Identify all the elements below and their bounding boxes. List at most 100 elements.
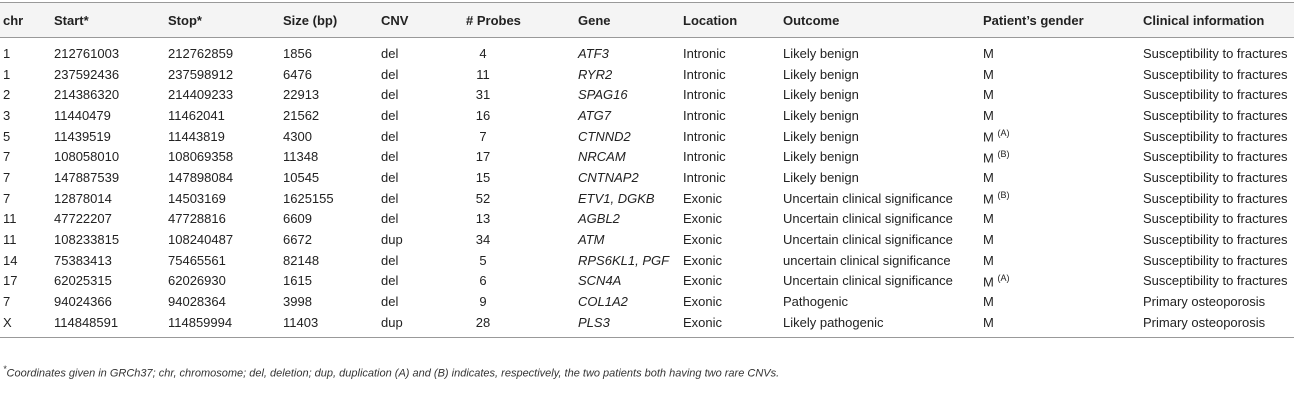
gender-text: M: [983, 129, 994, 145]
gender-text: M: [983, 314, 994, 330]
table-row: X 114848591 114859994 11403 dup 28 PLS3 Exonic L…: [0, 311, 1294, 338]
gender-text: M: [983, 87, 994, 103]
cell-clinical: Susceptibility to fractures: [1143, 211, 1288, 227]
gender-text: M: [983, 149, 994, 165]
cell-clinical: Susceptibility to fractures: [1143, 45, 1288, 61]
gender-text: M: [983, 107, 994, 123]
cell-probes: 13: [475, 211, 491, 227]
cell-cnv: del: [381, 273, 399, 289]
cell-stop: 214409233: [168, 87, 234, 103]
cell-gene: SPAG16: [578, 87, 628, 103]
cell-outcome: Uncertain clinical significance: [783, 211, 953, 227]
header-row: chr Start* Stop* Size (bp) CNV # Probes Gene Lo…: [0, 2, 1294, 38]
table-row: 7 108058010 108069358 11348 del 17 NRCAM Intron…: [0, 146, 1294, 167]
cell-gender: M (B): [980, 188, 1140, 209]
cell-gender: M: [980, 38, 1140, 64]
cell-location: Intronic: [683, 45, 726, 61]
cell-outcome: Likely benign: [783, 45, 859, 61]
cell-location: Intronic: [683, 87, 726, 103]
cell-chr: 14: [3, 252, 18, 268]
cell-probes: 52: [475, 190, 491, 206]
cell-gene: ETV1, DGKB: [578, 190, 655, 206]
table-row: 1 212761003 212762859 1856 del 4 ATF3 Intronic L…: [0, 38, 1294, 64]
cell-cnv: del: [381, 294, 399, 310]
cell-start: 94024366: [54, 294, 112, 310]
cell-chr: 7: [3, 190, 11, 206]
gender-note: (A): [997, 127, 1010, 138]
cell-clinical: Susceptibility to fractures: [1143, 107, 1288, 123]
cell-chr: 17: [3, 273, 18, 289]
footnote-marker: *: [3, 364, 7, 374]
cell-clinical: Susceptibility to fractures: [1143, 128, 1288, 144]
cell-cnv: del: [381, 107, 399, 123]
cell-stop: 62026930: [168, 273, 226, 289]
cell-outcome: Likely benign: [783, 87, 859, 103]
gender-note: (B): [997, 189, 1010, 200]
cell-probes: 4: [479, 45, 487, 61]
cell-location: Exonic: [683, 211, 723, 227]
cell-cnv: del: [381, 169, 399, 185]
column-header: Gene: [575, 2, 680, 38]
cell-start: 12878014: [54, 190, 112, 206]
table-row: 3 11440479 11462041 21562 del 16 ATG7 Intronic L…: [0, 105, 1294, 126]
cell-cnv: dup: [381, 232, 403, 248]
cell-probes: 9: [479, 294, 487, 310]
cell-outcome: Likely benign: [783, 128, 859, 144]
cell-clinical: Susceptibility to fractures: [1143, 273, 1288, 289]
cell-location: Exonic: [683, 294, 723, 310]
cell-gender: M: [980, 105, 1140, 126]
cell-gender: M (B): [980, 146, 1140, 167]
cell-chr: 3: [3, 107, 11, 123]
cell-probes: 5: [479, 252, 487, 268]
gender-text: M: [983, 66, 994, 82]
cell-start: 214386320: [54, 87, 120, 103]
cell-location: Exonic: [683, 273, 723, 289]
table-body: 1 212761003 212762859 1856 del 4 ATF3 Intronic L…: [0, 38, 1294, 338]
cell-gene: ATF3: [578, 45, 609, 61]
cell-gender: M: [980, 291, 1140, 312]
cell-location: Intronic: [683, 107, 726, 123]
cell-chr: 7: [3, 149, 11, 165]
cell-location: Intronic: [683, 149, 726, 165]
cell-gene: COL1A2: [578, 294, 628, 310]
cell-size: 1856: [283, 45, 312, 61]
cell-start: 108233815: [54, 232, 120, 248]
cell-cnv: del: [381, 87, 399, 103]
cell-outcome: Likely benign: [783, 149, 859, 165]
column-header: Size (bp): [280, 2, 378, 38]
gender-text: M: [983, 232, 994, 248]
cell-clinical: Primary osteoporosis: [1143, 294, 1266, 310]
cell-clinical: Susceptibility to fractures: [1143, 232, 1288, 248]
gender-text: M: [983, 191, 994, 207]
cell-probes: 28: [463, 311, 575, 338]
gender-text: M: [983, 294, 994, 310]
cell-location: Exonic: [680, 311, 780, 338]
cell-start: 108058010: [54, 149, 120, 165]
cell-cnv: dup: [378, 311, 463, 338]
gender-text: M: [983, 169, 994, 185]
cell-location: Exonic: [683, 232, 723, 248]
cell-size: 3998: [283, 294, 312, 310]
cell-size: 21562: [283, 107, 320, 123]
cell-stop: 11443819: [168, 128, 225, 144]
cell-probes: 7: [479, 128, 487, 144]
cell-gender: M: [980, 84, 1140, 105]
cell-probes: 11: [476, 66, 490, 82]
gender-text: M: [983, 211, 994, 227]
cell-cnv: del: [381, 149, 399, 165]
cell-location: Intronic: [683, 128, 726, 144]
cell-stop: 11462041: [168, 107, 225, 123]
cell-stop: 14503169: [168, 190, 226, 206]
cell-outcome: Uncertain clinical significance: [783, 273, 953, 289]
cell-chr: 1: [3, 66, 11, 82]
cell-gender: M: [980, 209, 1140, 230]
cell-start: 114848591: [51, 311, 165, 338]
cell-clinical: Susceptibility to fractures: [1143, 190, 1288, 206]
cell-stop: 237598912: [168, 66, 234, 82]
table-row: 2 214386320 214409233 22913 del 31 SPAG16 Intro…: [0, 84, 1294, 105]
cell-chr: 11: [3, 232, 17, 248]
cell-stop: 75465561: [168, 252, 226, 268]
cell-cnv: del: [381, 45, 399, 61]
cell-location: Exonic: [683, 252, 723, 268]
cell-size: 11348: [283, 149, 319, 165]
